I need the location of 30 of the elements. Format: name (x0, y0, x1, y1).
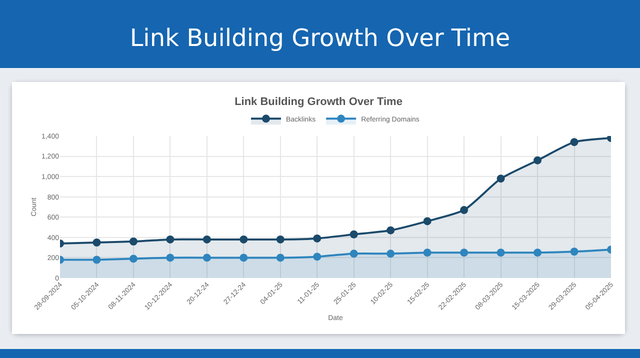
chart-subtitle: Link Building Growth Over Time (234, 96, 402, 108)
point (202, 235, 211, 244)
point (496, 174, 505, 183)
point (386, 226, 395, 234)
point (423, 248, 432, 257)
point (496, 248, 505, 257)
point (460, 248, 468, 257)
point (276, 254, 284, 262)
point (386, 250, 395, 258)
point (276, 235, 284, 244)
point (166, 254, 174, 262)
point (92, 256, 101, 264)
point (534, 248, 542, 257)
point (460, 206, 468, 214)
point (423, 217, 432, 226)
point (350, 250, 358, 258)
point (240, 235, 248, 244)
point (534, 156, 542, 164)
point (129, 237, 138, 246)
point (129, 254, 138, 263)
point (350, 230, 358, 238)
point (240, 254, 248, 262)
point (570, 138, 578, 146)
point (202, 254, 211, 262)
point (92, 238, 101, 246)
point (313, 252, 322, 261)
point (570, 248, 578, 256)
point (166, 235, 174, 244)
chart-title: Link Building Growth Over Time (128, 23, 512, 54)
point (313, 234, 322, 242)
